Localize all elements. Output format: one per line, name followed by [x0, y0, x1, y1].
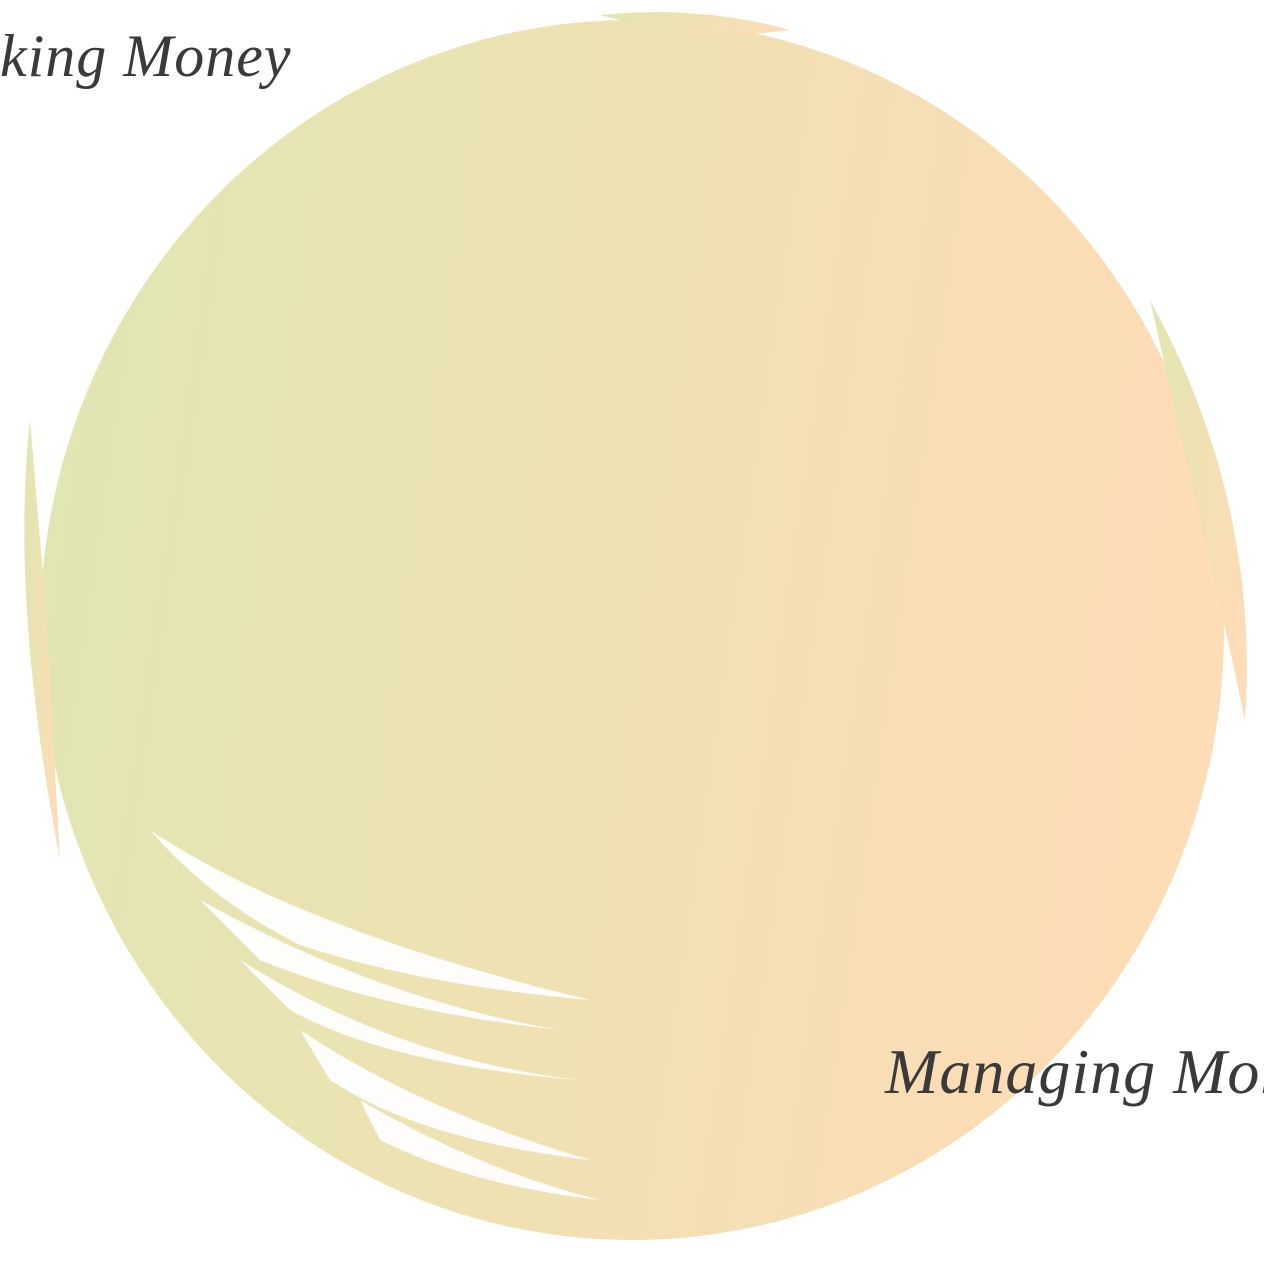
- script-text: Managing Mon: [885, 1035, 1264, 1109]
- script-text: king Money: [0, 22, 292, 91]
- page: king Money Managing Mon: [0, 0, 1264, 1267]
